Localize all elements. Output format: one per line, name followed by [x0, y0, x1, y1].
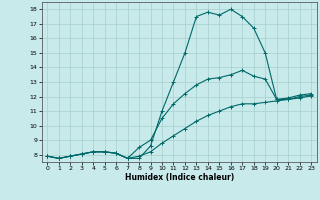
X-axis label: Humidex (Indice chaleur): Humidex (Indice chaleur) — [124, 173, 234, 182]
